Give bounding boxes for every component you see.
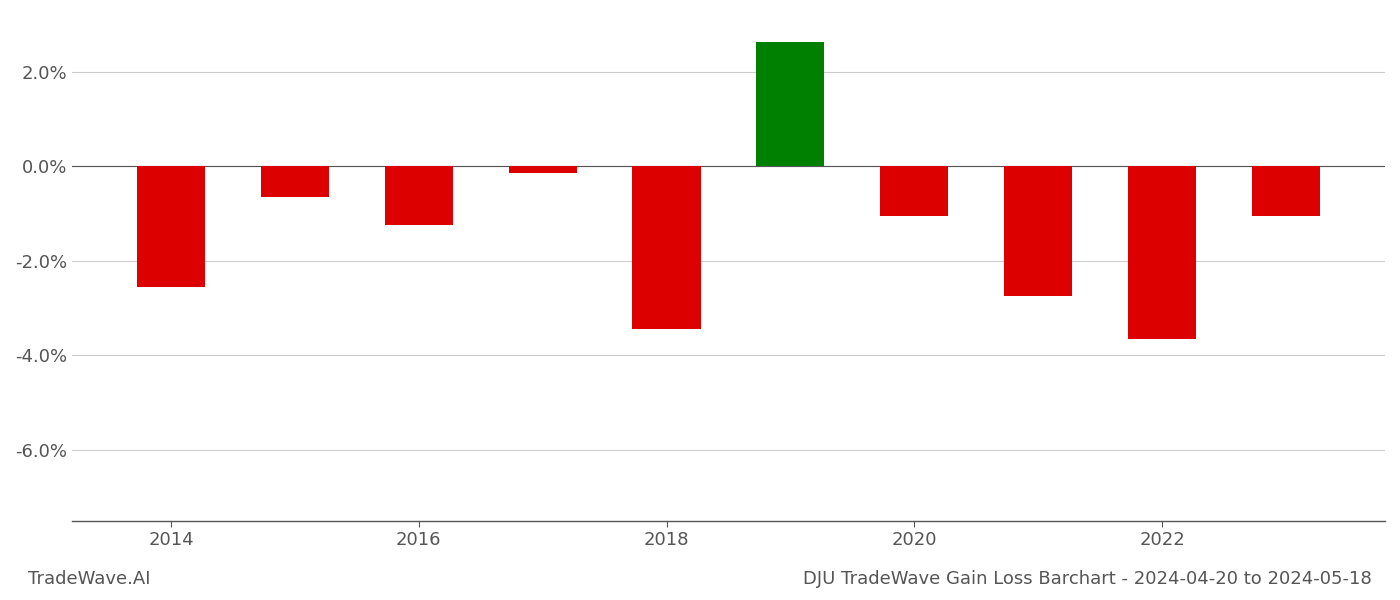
Bar <box>1004 166 1072 296</box>
Bar <box>260 166 329 197</box>
Bar <box>1128 166 1196 338</box>
Bar <box>756 43 825 166</box>
Bar <box>137 166 206 287</box>
Text: DJU TradeWave Gain Loss Barchart - 2024-04-20 to 2024-05-18: DJU TradeWave Gain Loss Barchart - 2024-… <box>804 570 1372 588</box>
Text: TradeWave.AI: TradeWave.AI <box>28 570 151 588</box>
Bar <box>633 166 700 329</box>
Bar <box>881 166 948 216</box>
Bar <box>508 166 577 173</box>
Bar <box>385 166 452 225</box>
Bar <box>1252 166 1320 216</box>
